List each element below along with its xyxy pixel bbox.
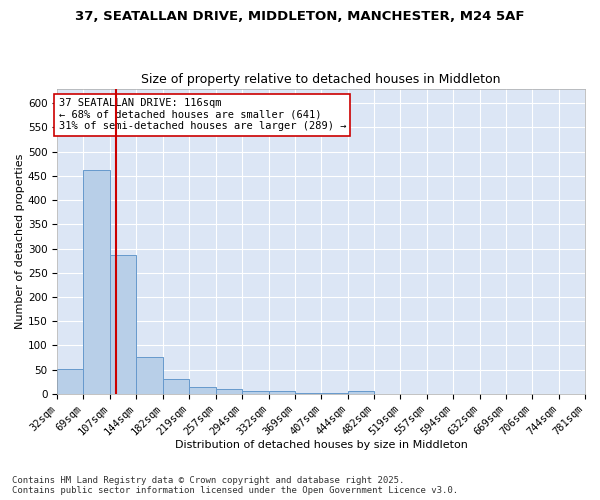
- Bar: [57, 368, 83, 394]
- Title: Size of property relative to detached houses in Middleton: Size of property relative to detached ho…: [142, 73, 501, 86]
- Bar: [163, 380, 189, 394]
- Bar: [347, 391, 374, 394]
- Y-axis label: Number of detached properties: Number of detached properties: [15, 154, 25, 329]
- Bar: [83, 170, 110, 394]
- X-axis label: Distribution of detached houses by size in Middleton: Distribution of detached houses by size …: [175, 440, 467, 450]
- Bar: [110, 255, 136, 394]
- Bar: [242, 392, 269, 394]
- Text: Contains HM Land Registry data © Crown copyright and database right 2025.
Contai: Contains HM Land Registry data © Crown c…: [12, 476, 458, 495]
- Text: 37, SEATALLAN DRIVE, MIDDLETON, MANCHESTER, M24 5AF: 37, SEATALLAN DRIVE, MIDDLETON, MANCHEST…: [75, 10, 525, 23]
- Bar: [189, 387, 216, 394]
- Bar: [216, 389, 242, 394]
- Bar: [295, 393, 322, 394]
- Text: 37 SEATALLAN DRIVE: 116sqm
← 68% of detached houses are smaller (641)
31% of sem: 37 SEATALLAN DRIVE: 116sqm ← 68% of deta…: [59, 98, 346, 132]
- Bar: [136, 357, 163, 394]
- Bar: [269, 392, 295, 394]
